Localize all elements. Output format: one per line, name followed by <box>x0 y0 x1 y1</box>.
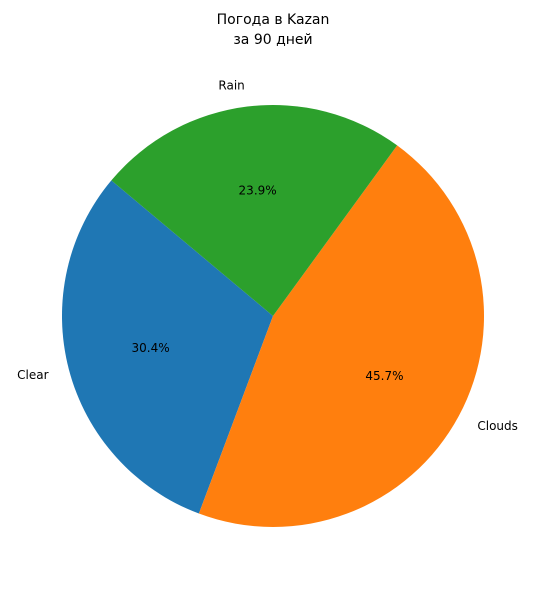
chart-title-line-1: Погода в Kazan <box>217 12 330 28</box>
pie-value-label-clear: 30.4% <box>131 341 169 355</box>
pie-slice-clouds <box>198 145 485 528</box>
pie-slices <box>61 104 485 528</box>
pie-slice-clear <box>61 180 273 514</box>
chart-title: Погода в Kazan за 90 дней <box>217 12 330 48</box>
pie-category-label-rain: Rain <box>218 79 244 93</box>
pie-value-label-rain: 23.9% <box>239 183 277 197</box>
pie-slice-rain <box>111 104 398 317</box>
chart-title-line-2: за 90 дней <box>233 32 312 48</box>
pie-category-label-clear: Clear <box>17 368 48 382</box>
pie-category-label-clouds: Clouds <box>477 419 518 433</box>
pie-labels: 30.4% Clear 45.7% Clouds 23.9% Rain <box>17 79 518 433</box>
pie-value-label-clouds: 45.7% <box>365 369 403 383</box>
